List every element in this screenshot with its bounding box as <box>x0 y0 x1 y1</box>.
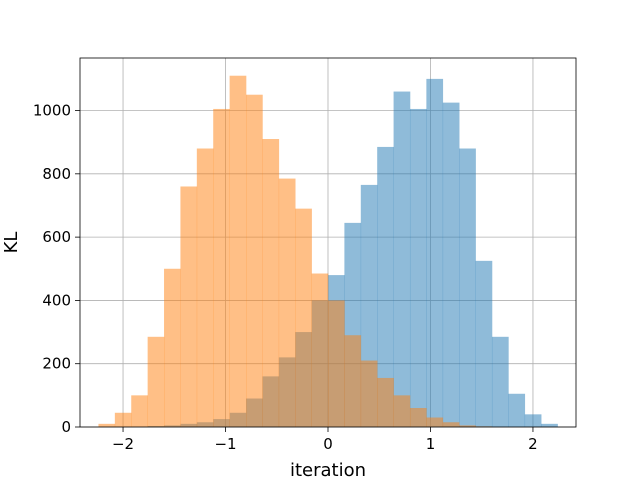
series-1-bars <box>98 75 493 428</box>
histogram-bar <box>147 336 165 427</box>
histogram-bar <box>409 108 427 428</box>
x-tick-label: 0 <box>323 435 333 453</box>
y-tick-label: 0 <box>61 418 71 436</box>
histogram-bar <box>98 423 116 427</box>
histogram-bar <box>360 360 378 427</box>
y-axis-title: KL <box>1 232 22 254</box>
histogram-bar <box>508 393 526 427</box>
histogram-bar <box>541 423 558 427</box>
histogram-bar <box>180 186 198 427</box>
histogram-bar <box>393 395 411 427</box>
x-tick-label: −2 <box>112 435 134 453</box>
histogram-bar <box>114 412 132 427</box>
histogram-bar <box>459 148 476 427</box>
x-axis-title: iteration <box>290 460 366 480</box>
histogram-bar <box>524 414 542 427</box>
histogram-bar <box>491 336 509 427</box>
histogram-bar <box>409 408 427 427</box>
histogram-bar <box>196 148 214 427</box>
histogram-bar <box>164 268 181 427</box>
histogram-bar <box>393 91 411 427</box>
histogram-bar <box>459 425 476 427</box>
histogram-bar <box>295 208 312 427</box>
histogram-bar <box>246 94 263 428</box>
x-tick-label: −1 <box>214 435 236 453</box>
histogram-bar <box>442 102 460 428</box>
y-tick-label: 1000 <box>33 102 71 120</box>
x-tick-label: 1 <box>426 435 436 453</box>
histogram-bar <box>377 146 394 427</box>
histogram-bar <box>262 139 280 427</box>
y-tick-label: 800 <box>42 165 71 183</box>
y-tick-label: 400 <box>42 291 71 309</box>
histogram-bars <box>98 75 558 428</box>
histogram-bar <box>426 417 444 427</box>
histogram-bar <box>442 422 460 427</box>
histogram-bar <box>311 273 329 427</box>
y-tick-label: 600 <box>42 228 71 246</box>
histogram-bar <box>229 75 247 427</box>
histogram-bar <box>328 300 345 427</box>
histogram-bar <box>377 377 394 427</box>
histogram-bar <box>131 395 148 427</box>
y-tick-label: 200 <box>42 355 71 373</box>
histogram-bar <box>344 335 362 427</box>
histogram-bar <box>213 108 230 428</box>
histogram-bar <box>426 78 444 428</box>
histogram-bar <box>278 178 296 427</box>
axis-ticks: −2 −1 0 1 2 0 200 400 600 800 1000 <box>33 102 538 453</box>
x-tick-label: 2 <box>528 435 538 453</box>
histogram-bar <box>475 260 493 427</box>
